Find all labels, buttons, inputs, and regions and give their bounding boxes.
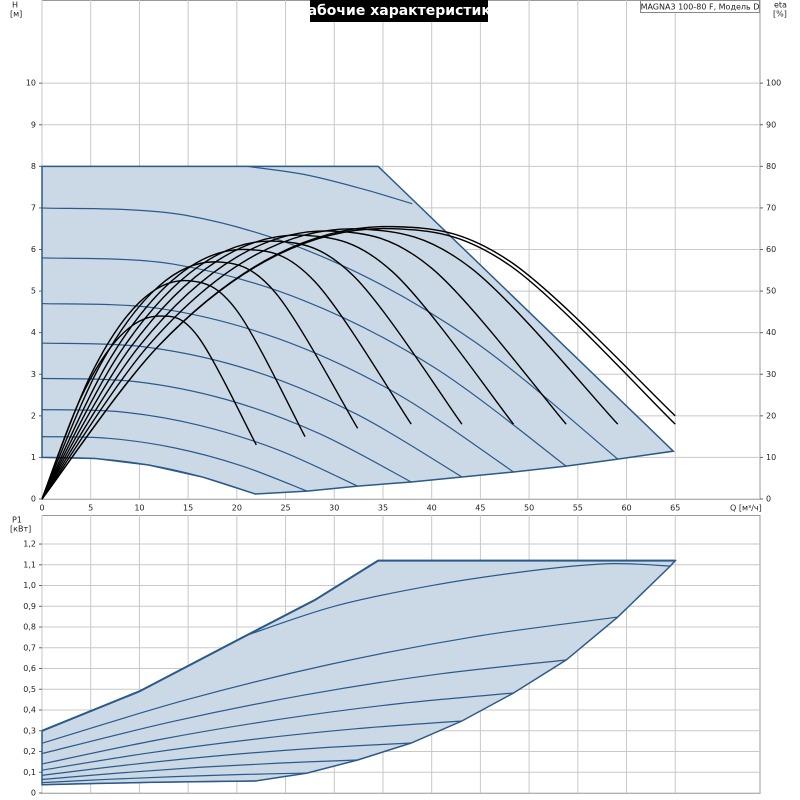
y-tick-label: 0,1 bbox=[23, 768, 36, 777]
y2-tick-label: 50 bbox=[766, 287, 776, 296]
y-tick-label: 7 bbox=[31, 203, 36, 212]
x-tick-label: 10 bbox=[134, 504, 144, 513]
efficiency-curve bbox=[41, 225, 676, 500]
annotation: MAGNA3 100-80 F, Модель D bbox=[641, 3, 760, 12]
y2-tick-label: 60 bbox=[766, 245, 776, 254]
y2-tick-label: 100 bbox=[766, 79, 781, 88]
y2-tick-label: 80 bbox=[766, 162, 776, 171]
efficiency-curve bbox=[41, 279, 306, 500]
speed-curve bbox=[41, 616, 618, 744]
efficiency-curve bbox=[41, 261, 359, 500]
power-chart: 0 0,1 0,2 0,3 0,4 0,5 0,6 0,7 0,8 0,9 1,0 1,1 1,2 P1[… bbox=[10, 515, 761, 798]
y-tick-label: 5 bbox=[31, 287, 36, 296]
y-tick-label: 10 bbox=[26, 79, 36, 88]
y-tick-label: 2 bbox=[31, 411, 36, 420]
speed-curve bbox=[41, 742, 412, 776]
y2-axis-label: eta bbox=[774, 1, 787, 10]
y-tick-label: 0 bbox=[31, 789, 36, 798]
y-tick-label: 6 bbox=[31, 245, 36, 254]
x-tick-label: 45 bbox=[475, 504, 485, 513]
y-tick-label: 0,5 bbox=[23, 685, 36, 694]
speed-curve bbox=[41, 207, 619, 460]
y-axis-unit: [м] bbox=[10, 10, 22, 19]
max-power-line bbox=[41, 559, 676, 732]
y2-tick-label: 40 bbox=[766, 328, 776, 337]
x-tick-label: 55 bbox=[573, 504, 583, 513]
efficiency-curve bbox=[41, 240, 463, 500]
y2-tick-label: 10 bbox=[766, 453, 776, 462]
speed-curve bbox=[41, 720, 462, 771]
x-tick-label: 40 bbox=[427, 504, 437, 513]
chart-title: Рабочие характеристики bbox=[297, 3, 500, 19]
speed-curve bbox=[246, 165, 413, 205]
x-tick-label: 35 bbox=[378, 504, 388, 513]
y-tick-label: 1,2 bbox=[23, 540, 36, 549]
speed-curve bbox=[41, 408, 358, 487]
annotation-box bbox=[640, 0, 760, 13]
y-axis-label: H bbox=[12, 1, 18, 10]
y-tick-label: 9 bbox=[31, 120, 36, 129]
x-tick-label: 65 bbox=[670, 504, 680, 513]
x-tick-label: 5 bbox=[88, 504, 93, 513]
speed-curve bbox=[41, 759, 358, 781]
efficiency-curve bbox=[41, 248, 412, 500]
efficiency-curve bbox=[41, 230, 567, 500]
x-tick-label: 30 bbox=[329, 504, 339, 513]
x-tick-label: 15 bbox=[183, 504, 193, 513]
y2-tick-label: 30 bbox=[766, 370, 776, 379]
x-tick-label: 60 bbox=[621, 504, 631, 513]
speed-curve bbox=[41, 257, 567, 467]
speed-curve bbox=[41, 456, 256, 495]
y-axis-unit: [кВт] bbox=[10, 525, 31, 534]
y-tick-label: 0,7 bbox=[23, 643, 36, 652]
speed-curve bbox=[41, 377, 412, 483]
y2-axis-unit: [%] bbox=[773, 10, 787, 19]
y-tick-label: 0,6 bbox=[23, 664, 36, 673]
x-axis-label: Q [м³/ч] bbox=[730, 504, 762, 513]
title-box bbox=[310, 0, 488, 22]
y-tick-label: 1 bbox=[31, 453, 36, 462]
x-tick-label: 50 bbox=[524, 504, 534, 513]
speed-curve bbox=[41, 780, 256, 786]
speed-curve bbox=[41, 772, 308, 784]
y-tick-label: 0,3 bbox=[23, 726, 36, 735]
y2-tick-label: 70 bbox=[766, 203, 776, 212]
y-tick-label: 1,1 bbox=[23, 560, 36, 569]
y-tick-label: 1,0 bbox=[23, 581, 36, 590]
y2-tick-label: 20 bbox=[766, 411, 776, 420]
y-tick-label: 0,9 bbox=[23, 602, 36, 611]
speed-curve bbox=[41, 659, 567, 755]
y-tick-label: 4 bbox=[31, 328, 36, 337]
efficiency-curve bbox=[41, 234, 515, 500]
y-tick-label: 0,4 bbox=[23, 706, 36, 715]
y-tick-label: 0,2 bbox=[23, 747, 36, 756]
y2-tick-label: 90 bbox=[766, 120, 776, 129]
y-tick-label: 3 bbox=[31, 370, 36, 379]
x-tick-label: 25 bbox=[280, 504, 290, 513]
x-tick-label: 20 bbox=[232, 504, 242, 513]
x-tick-label: 0 bbox=[39, 504, 44, 513]
y-axis-label: P1 bbox=[12, 516, 22, 525]
y-tick-label: 8 bbox=[31, 162, 36, 171]
y-tick-label: 0,8 bbox=[23, 623, 36, 632]
operating-area bbox=[41, 165, 675, 495]
efficiency-curve bbox=[41, 228, 619, 500]
y2-tick-label: 0 bbox=[766, 495, 771, 504]
speed-curve bbox=[41, 692, 514, 765]
speed-curve bbox=[246, 562, 671, 636]
head-chart: 0 5 10 15 20 25 30 35 40 45 50 55 60 6501234567891001… bbox=[10, 0, 787, 513]
speed-curve bbox=[41, 342, 463, 478]
y-tick-label: 0 bbox=[31, 495, 36, 504]
speed-curve bbox=[41, 302, 514, 473]
